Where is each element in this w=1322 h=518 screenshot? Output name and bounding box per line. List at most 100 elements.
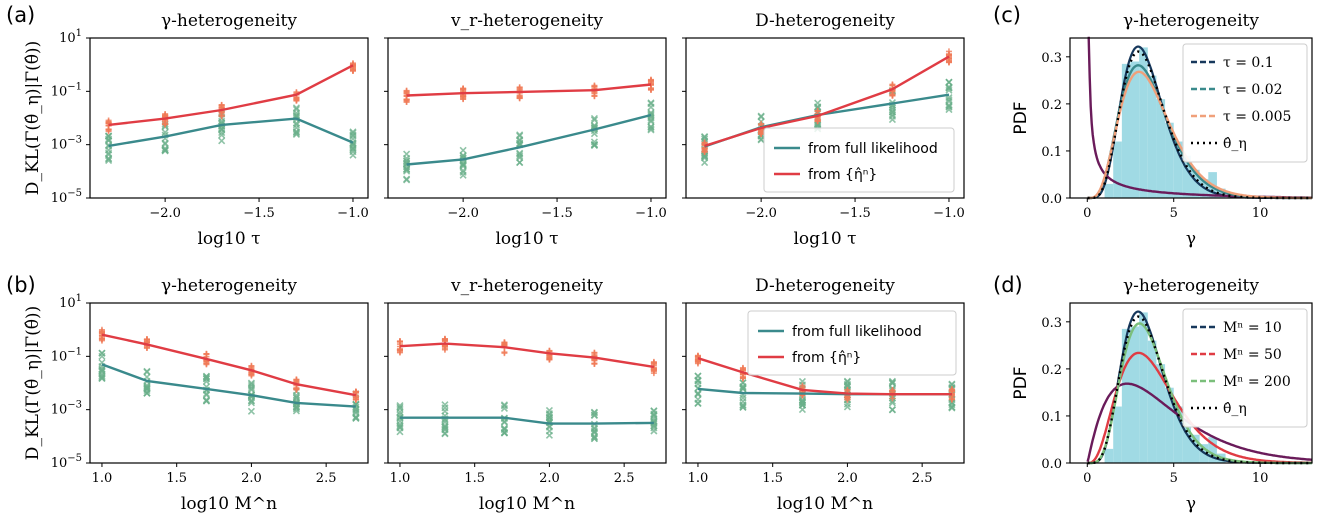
data-marker-x [105,149,113,157]
data-marker-x [218,137,226,145]
data-marker-x [647,123,655,131]
series-line [406,83,652,97]
data-marker-x [352,408,360,416]
kl-subplot: D-heterogeneity −2.0 −1.5 −1.0 log10 τ from f… [682,11,965,249]
data-marker-x [500,404,508,412]
data-marker-x [292,403,300,411]
plot-frame [1069,37,1313,199]
x-tick-label: −1.0 [635,206,667,221]
x-tick-label: 10 [1252,471,1269,486]
y-tick-label: 101 [59,293,82,311]
kl-subplot: γ-heterogeneity 101 10−1 10−3 10−5 1.0 1.5 2.0 2… [51,276,369,514]
data-marker-plus [945,59,952,66]
kl-subplot: v_r-heterogeneity −2.0 −1.5 −1.0 log10 τ [384,11,667,249]
data-marker-x [396,408,404,416]
legend-label: from full likelihood [808,141,938,157]
x-tick-label: 1.5 [464,471,485,486]
data-marker-x [352,406,360,414]
data-marker-plus [105,119,112,126]
panel-label-a: (a) [6,3,35,27]
subplot-title: γ-heterogeneity [161,11,297,31]
y-tick-label: 0.0 [1041,457,1062,472]
x-tick-label: −1.5 [243,206,275,221]
x-tick-label: 1.5 [166,471,187,486]
data-marker-plus [647,77,654,84]
data-marker-x [590,409,598,417]
data-marker-x [218,117,226,125]
data-marker-x [590,425,598,433]
histogram-bar [1173,406,1183,463]
legend-label: Mⁿ = 200 [1223,374,1291,390]
histogram-bar [1182,420,1191,463]
data-marker-x [694,377,702,385]
data-marker-x [292,391,300,399]
data-marker-x [202,372,210,380]
y-axis-label: PDF [1011,101,1031,134]
histogram-bar [1156,364,1166,463]
data-marker-x [161,146,169,154]
data-marker-plus [248,371,255,378]
y-tick-label: 0.2 [1041,363,1062,378]
series-line [406,113,652,166]
y-tick-label: 10−3 [51,135,82,153]
data-marker-x [590,140,598,148]
data-marker-x [441,426,449,434]
data-marker-x [143,381,151,390]
data-marker-x [701,152,709,160]
data-marker-x [650,412,658,420]
histogram-bar [1208,437,1217,463]
legend-box [1182,43,1308,163]
data-marker-x [105,135,113,143]
x-tick-label: 2.0 [837,471,858,486]
data-marker-plus [814,118,821,125]
data-marker-x [545,431,553,439]
data-marker-x [647,125,655,133]
data-marker-x [98,366,106,374]
data-marker-x [888,112,896,120]
data-marker-plus [349,60,356,67]
data-marker-x [945,86,953,94]
data-marker-x [739,403,747,411]
series-line [697,357,952,396]
data-marker-x [798,377,806,385]
data-marker-plus [739,364,746,371]
series-line [400,416,654,425]
histogram-bar [1182,155,1191,198]
series-line [399,342,655,369]
data-marker-x [590,427,598,436]
data-marker-plus [460,86,467,93]
data-marker-plus [293,376,300,383]
histogram-bar [1165,387,1174,463]
data-marker-plus [143,336,150,343]
data-marker-x [798,398,806,407]
data-marker-x [814,103,822,111]
data-marker-x [98,372,106,380]
x-axis-label: γ [1186,494,1196,514]
data-marker-plus [105,128,112,135]
histogram-bar [1104,448,1114,463]
data-marker-x [647,100,655,108]
subplot-title: v_r-heterogeneity [450,11,603,31]
data-marker-x [292,393,300,401]
data-marker-x [105,156,113,165]
y-tick-label: 10−1 [51,81,82,99]
legend-label: θ̂_η [1223,401,1247,417]
data-marker-x [757,113,765,121]
legend-label: θ̂_η [1223,136,1247,152]
data-marker-plus [647,85,654,92]
x-axis-label: log10 M^n [181,494,277,514]
legend-label: from {η̂ⁿ} [792,350,861,366]
data-marker-x [292,128,300,136]
subplot-title: v_r-heterogeneity [450,276,603,296]
legend-box [747,310,957,376]
y-tick-label: 101 [59,28,82,46]
x-tick-label: 1.0 [92,471,113,486]
data-marker-x [218,128,226,137]
x-axis-label: log10 M^n [479,494,575,514]
data-marker-x [701,153,709,161]
data-marker-x [98,349,106,357]
data-marker-plus [516,84,523,91]
data-marker-plus [218,113,225,120]
data-marker-plus [516,95,523,102]
